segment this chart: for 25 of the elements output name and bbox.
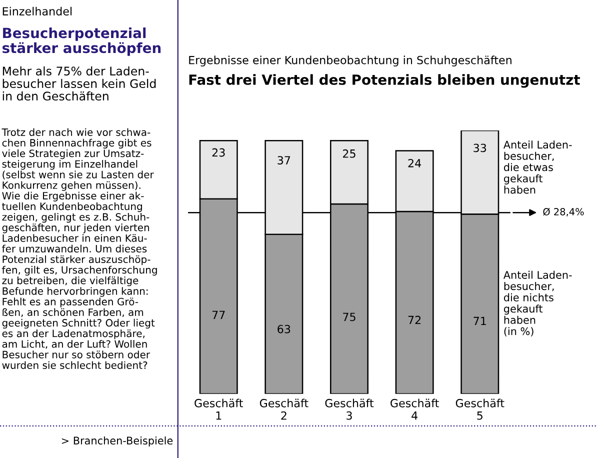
chart-title: Fast drei Viertel des Potenzials bleiben ungenutzt (189, 74, 580, 88)
text: Trotz der nach wie vor schwa- chen Binnennachfrage gibt es viele Strategien zur Umsatz- steigerung im Einzelhandel (selbst wenn sie zu Lasten der Konkurrenz gehen müssen). Wie die Ergebnisse einer ak- tuellen Kundenbeobachtung zeigen, gelingt es z.B. Schuh- geschäften, nur jeden vierten Ladenbesucher in einen Käu- fer umzuwandeln. Um dieses Potenzial stärker auszuschöp- fen, gilt es, Ursachenforschung zu betreiben, die vielfältige Befunde hervorbringen kann: Fehlt es an passenden Grö- ßen, an schönen Farben, am geeigneten Schnitt? Oder liegt es an der Ladenatmosphäre, am Licht, an der Luft? Wollen Besucher nur so stöbern oder wurden sie schlecht bedient? (2, 128, 157, 369)
data-label: 33 (474, 144, 486, 152)
data-label: 77 (212, 310, 225, 319)
series-label: Anteil Laden- besucher, die etwas gekauft haben (503, 140, 572, 194)
x-tick-label: Geschäft 4 (390, 398, 439, 420)
text: Mehr als 75% der Laden- besucher lassen kein Geld in den Geschäften (2, 66, 156, 101)
data-label: 25 (342, 149, 356, 158)
x-tick-label: Geschäft 1 (194, 398, 243, 420)
text: > Branchen-Beispiele (62, 436, 173, 447)
data-label: 23 (212, 148, 225, 157)
data-label: 72 (408, 316, 421, 324)
x-tick-label: Geschäft 3 (325, 398, 374, 420)
data-label: 37 (278, 156, 290, 164)
chart-subtitle: Ergebnisse einer Kundenbeobachtung in Schuhgeschäften (189, 56, 512, 66)
ref-line-label: Ø 28,4% (543, 208, 584, 216)
data-label: 75 (343, 312, 356, 322)
x-tick-label: Geschäft 5 (456, 398, 504, 420)
text: Besucherpotenzial stärker ausschöpfen (2, 27, 161, 56)
data-label: 63 (278, 324, 290, 334)
data-label: 24 (408, 158, 422, 168)
data-label: 71 (474, 316, 486, 326)
text: Einzelhandel (2, 6, 72, 16)
series-label: Anteil Laden- besucher, die nichts gekauft haben (in %) (503, 270, 572, 336)
x-tick-label: Geschäft 2 (260, 398, 308, 420)
